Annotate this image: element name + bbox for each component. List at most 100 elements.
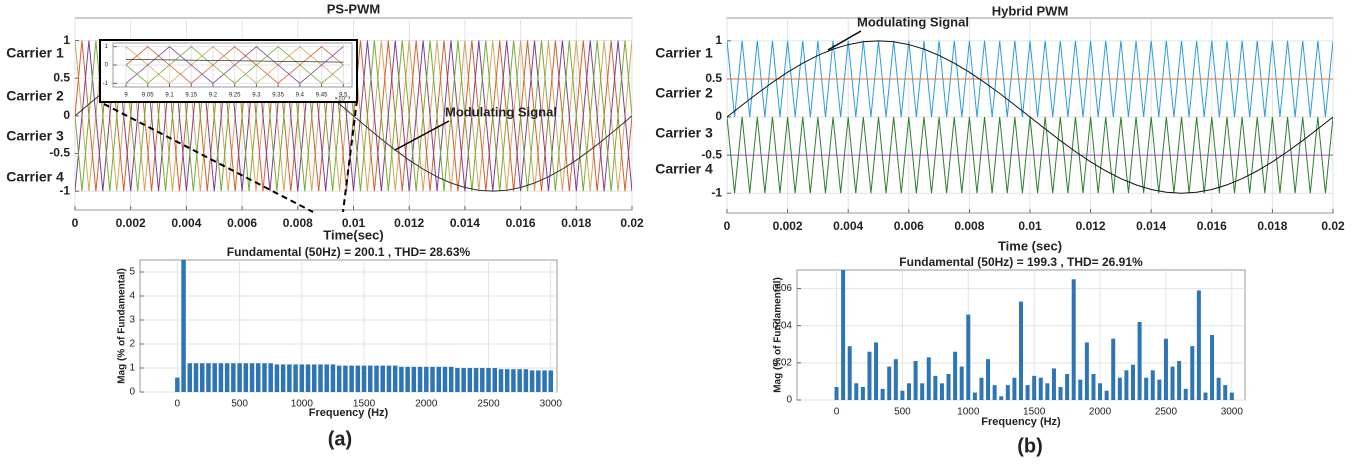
x-tick-label: 0.002 <box>116 216 146 230</box>
bar <box>1190 346 1195 400</box>
x-tick-label: 0 <box>834 407 840 418</box>
x-tick-label: 1000 <box>957 407 980 418</box>
x-tick-label: 9.3 <box>252 93 261 99</box>
x-tick-label: 0.008 <box>954 219 984 233</box>
chart: 0 0.002 0.004 0.006 0.008 0.01 0.012 0.014 0.016… <box>701 17 1345 233</box>
bar <box>349 365 354 392</box>
bar <box>523 369 529 392</box>
x-tick-label: 0 <box>175 399 181 410</box>
bar <box>1216 377 1221 400</box>
bar <box>386 365 392 392</box>
zoom-line <box>342 99 358 213</box>
bar <box>280 364 286 392</box>
bar <box>305 364 311 392</box>
bar <box>461 368 466 392</box>
bar <box>1078 379 1083 400</box>
bar <box>1065 374 1070 400</box>
x-tick-label: 9.45 <box>316 93 328 99</box>
x-tick-label: 0.02 <box>1321 219 1345 233</box>
bar <box>511 369 516 392</box>
legend-label: Carrier 3 <box>655 125 713 141</box>
annotation: Modulating Signal <box>445 104 557 119</box>
bar <box>424 366 429 392</box>
chart-title: PS-PWM <box>327 1 380 16</box>
x-tick-label: 9 <box>124 93 128 99</box>
bar <box>834 387 839 400</box>
bar <box>1229 392 1234 400</box>
bar <box>492 368 498 392</box>
x-tick-label: 3000 <box>1221 407 1244 418</box>
chart: 0 500 1000 1500 2000 2500 3000 0 1 2 3 4 5 <box>129 259 562 410</box>
bar <box>972 392 977 400</box>
bar <box>1144 377 1149 400</box>
bar <box>417 366 423 392</box>
x-tick-label: 500 <box>894 407 911 418</box>
bar <box>1104 390 1109 400</box>
x-tick-label: 0.004 <box>833 219 863 233</box>
y-tick-label: 0 <box>63 108 70 122</box>
legend-label: Carrier 2 <box>6 88 64 104</box>
chart-title: Fundamental (50Hz) = 199.3 , THD= 26.91% <box>899 255 1143 269</box>
bar <box>218 363 224 392</box>
legend-label: Carrier 1 <box>6 45 64 61</box>
bar <box>1051 368 1056 400</box>
panel-label: (a) <box>328 428 352 450</box>
bar <box>1019 301 1023 400</box>
bar <box>473 368 479 392</box>
chart: 0 500 1000 1500 2000 2500 3000 0 0.02 0.04 0.06 <box>773 269 1246 418</box>
bar <box>1058 387 1063 400</box>
bar <box>548 370 554 392</box>
x-tick-label: 0.02 <box>620 216 644 230</box>
bar <box>893 359 898 400</box>
legend-label: Carrier 1 <box>655 45 713 61</box>
bar <box>206 363 211 392</box>
bar <box>343 365 348 392</box>
bar <box>336 365 342 392</box>
bar <box>287 364 292 392</box>
bar <box>498 369 504 392</box>
legend-label: Carrier 4 <box>655 161 713 177</box>
x-tick-label: 500 <box>231 399 248 410</box>
bar <box>175 377 180 392</box>
bar <box>1157 379 1162 400</box>
x-tick-label: 2500 <box>477 399 500 410</box>
y-tick-label: 0.04 <box>773 320 793 331</box>
y-tick-label: 1 <box>63 33 70 47</box>
chart: 9 9.05 9.1 9.15 9.2 9.25 9.3 9.35 9.4 9.45 9.5 1 0 -1… <box>99 39 358 103</box>
y-tick-label: 3 <box>129 315 135 326</box>
x-tick-label: 2000 <box>1089 407 1112 418</box>
bar <box>256 363 261 392</box>
bar <box>430 366 435 392</box>
bar <box>405 366 410 392</box>
bar <box>517 369 522 392</box>
bar <box>536 370 541 392</box>
y-tick-label: -1 <box>103 81 109 87</box>
legend-label: Carrier 2 <box>655 85 713 101</box>
bar <box>237 363 242 392</box>
series-line <box>727 40 1333 194</box>
bar <box>979 377 984 400</box>
y-tick-label: 5 <box>129 267 135 278</box>
x-tick-label: 0 <box>72 216 79 230</box>
bar <box>1045 383 1050 400</box>
x-tick-label: 9.25 <box>229 93 241 99</box>
x-tick-label: 9.35 <box>272 93 284 99</box>
bar <box>1117 377 1122 400</box>
y-tick-label: 2 <box>129 339 135 350</box>
y-tick-label: 0 <box>129 387 135 398</box>
y-tick-label: 1 <box>105 44 109 50</box>
x-tick-label: 9.15 <box>185 93 197 99</box>
bar <box>992 385 997 400</box>
y-tick-label: 1 <box>129 363 135 374</box>
y-tick-label: -0.5 <box>701 147 722 161</box>
bar <box>262 363 267 392</box>
bar <box>542 370 547 392</box>
bar <box>867 351 872 400</box>
legend-label: Carrier 4 <box>6 169 64 185</box>
bar <box>486 368 491 392</box>
bar <box>966 314 971 400</box>
series-line <box>125 46 344 84</box>
bar <box>1071 279 1076 400</box>
